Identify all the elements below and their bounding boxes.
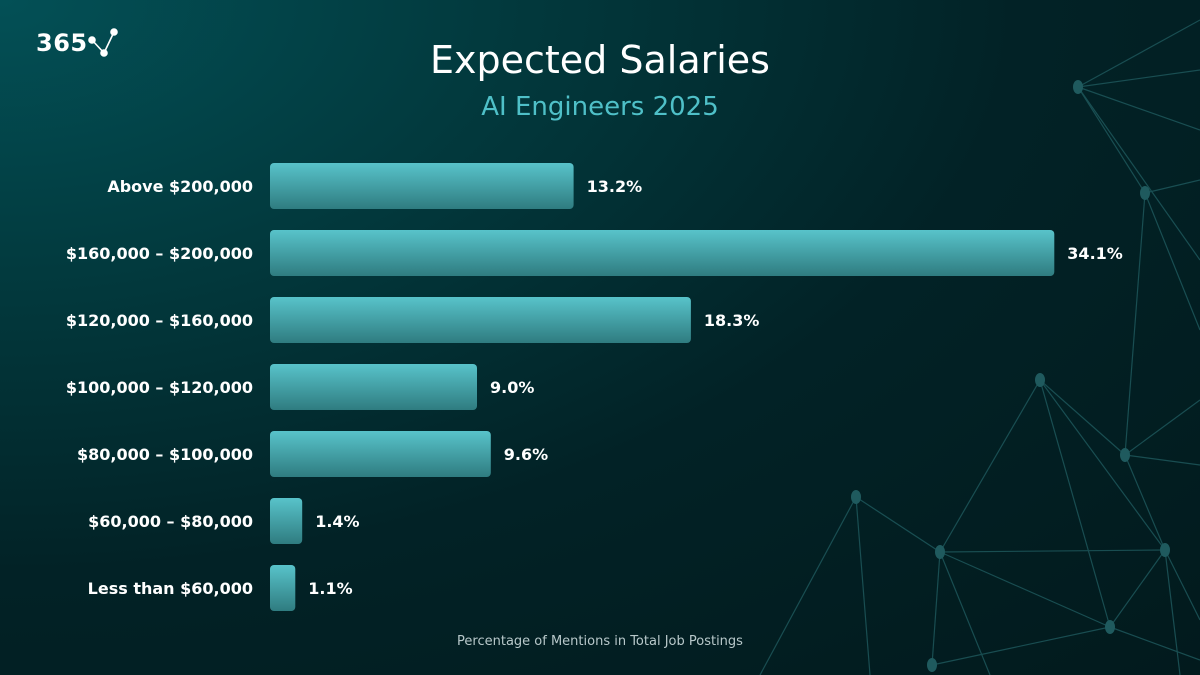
chart-title: Expected Salaries: [430, 38, 770, 82]
logo: 365: [36, 28, 118, 58]
category-label: $60,000 – $80,000: [88, 512, 253, 531]
logo-text: 365: [36, 29, 88, 57]
value-label: 13.2%: [587, 177, 643, 196]
logo-checkmark-icon: [87, 28, 118, 57]
bar: [270, 364, 477, 410]
category-label: $100,000 – $120,000: [66, 378, 253, 397]
bar: [270, 163, 574, 209]
value-label: 9.0%: [490, 378, 534, 397]
category-label: $120,000 – $160,000: [66, 311, 253, 330]
category-label: Above $200,000: [107, 177, 253, 196]
bar: [270, 431, 491, 477]
bar: [270, 297, 691, 343]
value-label: 1.1%: [308, 579, 352, 598]
value-label: 9.6%: [504, 445, 548, 464]
value-label: 1.4%: [315, 512, 359, 531]
bar: [270, 230, 1055, 276]
category-label: $80,000 – $100,000: [77, 445, 253, 464]
bar: [270, 565, 296, 611]
category-label: Less than $60,000: [88, 579, 253, 598]
bar: [270, 498, 303, 544]
x-axis-label: Percentage of Mentions in Total Job Post…: [457, 634, 743, 649]
value-label: 34.1%: [1067, 244, 1123, 263]
value-label: 18.3%: [704, 311, 760, 330]
chart-subtitle: AI Engineers 2025: [481, 92, 719, 122]
category-label: $160,000 – $200,000: [66, 244, 253, 263]
